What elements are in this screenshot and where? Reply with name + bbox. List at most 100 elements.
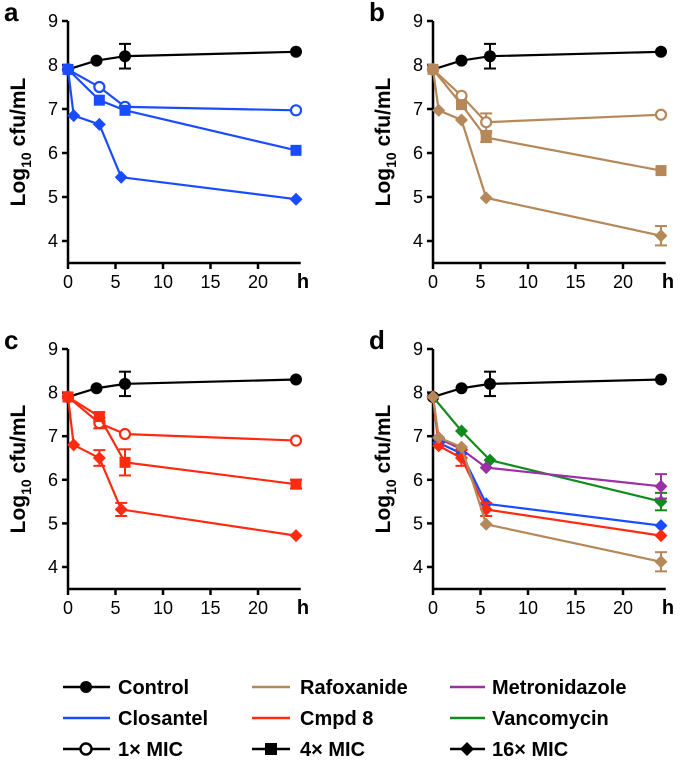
series-line [67, 68, 297, 152]
legend-label-closantel: Closantel [118, 708, 208, 730]
data-point [479, 191, 493, 205]
legend-marker-4x-mic [265, 743, 277, 755]
series-control [62, 42, 302, 76]
y-axis-label-subscript: 10 [18, 152, 34, 168]
data-point [654, 519, 668, 533]
legend-label-vancomycin: Vancomycin [492, 708, 609, 730]
data-point [93, 411, 105, 423]
y-axis-label-subscript: 10 [383, 479, 399, 495]
x-tick-label: 15 [200, 272, 220, 292]
data-point [67, 438, 81, 452]
data-point [61, 390, 75, 404]
legend: Control Rafoxanide Metronidazole Closant… [63, 677, 626, 761]
y-tick-label: 8 [413, 383, 423, 403]
y-tick-label: 5 [48, 187, 58, 207]
legend-item-16x-mic: 16× MIC [450, 739, 568, 761]
data-point [484, 50, 496, 63]
y-axis-label-unit: cfu/mL [7, 404, 30, 479]
y-tick-label: 5 [413, 513, 423, 533]
series-line [431, 396, 662, 563]
x-axis-label: h [297, 597, 309, 619]
x-tick-label: 20 [613, 598, 633, 618]
data-point [456, 99, 467, 111]
y-tick-label: 6 [48, 470, 58, 490]
data-point [290, 478, 302, 490]
data-point [654, 529, 668, 543]
panel-letter: c [4, 325, 18, 355]
x-tick-label: 5 [475, 598, 485, 618]
x-axis-label: h [297, 271, 309, 293]
x-tick-label: 0 [428, 598, 438, 618]
x-tick-label: 15 [565, 272, 585, 292]
data-point [655, 373, 667, 386]
y-tick-label: 9 [413, 11, 423, 31]
data-point [432, 431, 446, 445]
data-point [289, 104, 303, 117]
series-line [67, 396, 297, 442]
x-tick-label: 0 [428, 272, 438, 292]
legend-item-cmpd8: Cmpd 8 [252, 708, 373, 730]
y-tick-label: 6 [413, 143, 423, 163]
data-point [90, 54, 103, 67]
data-point [114, 170, 128, 184]
y-axis-label-main: Log [7, 495, 30, 533]
data-point [432, 103, 446, 117]
data-point [426, 62, 440, 76]
y-axis-label: Log10 cfu/mL [7, 77, 34, 206]
legend-item-closantel: Closantel [63, 708, 208, 730]
series-closantel-1-mic [61, 63, 303, 117]
data-point [654, 555, 668, 569]
x-tick-label: 10 [518, 598, 538, 618]
legend-marker-control [80, 681, 92, 693]
legend-item-metronidazole: Metronidazole [450, 677, 626, 699]
data-point [92, 451, 106, 465]
y-tick-label: 6 [48, 143, 58, 163]
data-point [484, 377, 496, 390]
y-tick-label: 8 [413, 55, 423, 75]
legend-label-4x-mic: 4× MIC [300, 739, 365, 761]
series-line [67, 68, 297, 112]
y-tick-label: 5 [48, 513, 58, 533]
y-tick-label: 9 [48, 11, 58, 31]
y-axis-label-main: Log [372, 495, 395, 533]
y-axis-label-unit: cfu/mL [372, 404, 395, 479]
y-tick-label: 8 [48, 383, 58, 403]
series-cmpd-8-4-mic [62, 391, 302, 490]
data-point [93, 94, 105, 106]
series-control [427, 42, 667, 76]
series-line [431, 396, 662, 527]
x-tick-label: 5 [110, 272, 120, 292]
x-tick-label: 10 [153, 272, 173, 292]
data-point [290, 373, 302, 386]
data-point [119, 456, 131, 468]
panel-letter: b [369, 0, 385, 27]
data-point [67, 109, 81, 123]
y-axis-label-subscript: 10 [383, 152, 399, 168]
data-point [114, 502, 128, 516]
x-tick-label: 20 [613, 272, 633, 292]
legend-item-1x-mic: 1× MIC [63, 739, 183, 761]
series-line [67, 396, 297, 486]
y-axis-label-unit: cfu/mL [7, 77, 30, 152]
y-tick-label: 7 [413, 426, 423, 446]
data-point [289, 434, 303, 447]
data-point [654, 108, 668, 121]
panel-letter: d [369, 325, 385, 355]
y-axis-label-main: Log [372, 168, 395, 206]
x-tick-label: 0 [63, 598, 73, 618]
data-point [480, 132, 492, 144]
y-tick-label: 4 [413, 557, 423, 577]
x-tick-label: 15 [200, 598, 220, 618]
legend-item-4x-mic: 4× MIC [252, 739, 365, 761]
y-axis-label-subscript: 10 [18, 479, 34, 495]
series-control [62, 370, 302, 403]
x-tick-label: 10 [153, 598, 173, 618]
y-axis-label: Log10 cfu/mL [372, 77, 399, 206]
data-point [479, 461, 493, 475]
data-point [455, 382, 468, 395]
legend-label-1x-mic: 1× MIC [118, 739, 183, 761]
y-tick-label: 9 [413, 339, 423, 359]
